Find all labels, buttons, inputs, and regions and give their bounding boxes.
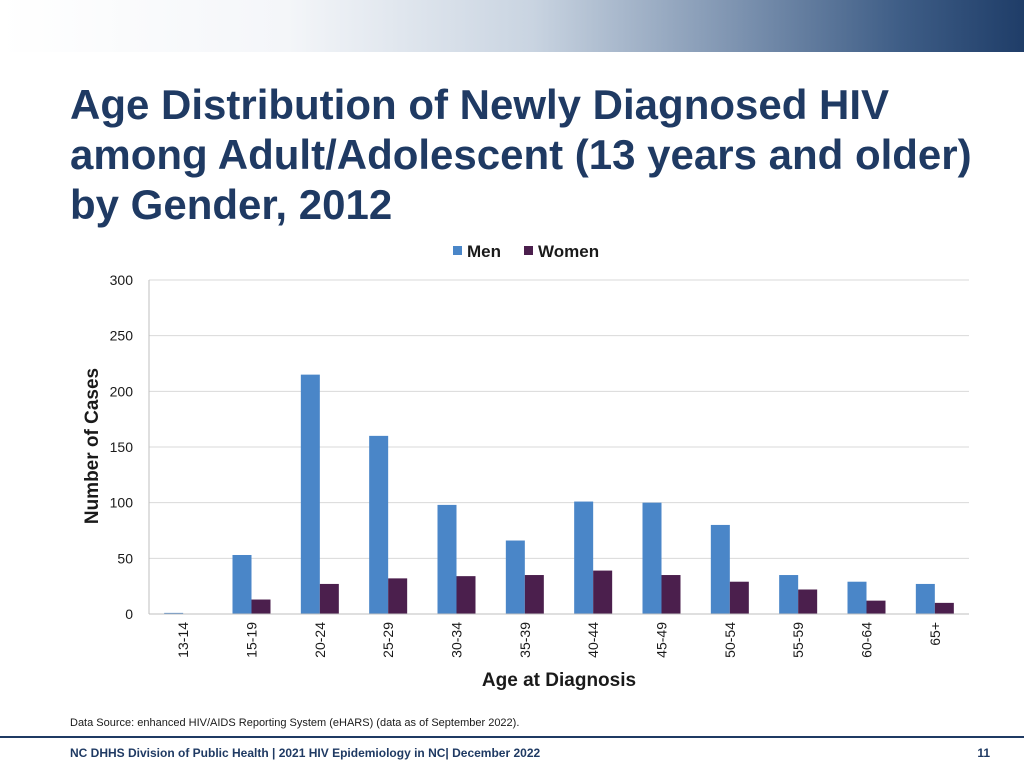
bar-women-15-19 <box>251 599 271 614</box>
bar-men-60-64 <box>847 581 867 614</box>
bar-men-20-24 <box>300 374 320 614</box>
bar-men-15-19 <box>232 554 252 614</box>
legend: Men Women <box>453 242 599 261</box>
legend-label-women: Women <box>538 242 599 261</box>
legend-swatch-men <box>453 246 462 255</box>
y-axis-ticks: 0 50 100 150 200 250 300 <box>110 272 134 622</box>
x-tick-label: 13-14 <box>175 622 191 658</box>
y-tick-label: 0 <box>125 606 133 622</box>
x-tick-label: 55-59 <box>790 622 806 658</box>
y-tick-label: 100 <box>110 495 134 511</box>
gridlines <box>149 279 969 559</box>
bar-women-50-54 <box>729 581 749 614</box>
slide-title: Age Distribution of Newly Diagnosed HIV … <box>70 81 972 228</box>
header-gradient-band <box>0 0 1024 52</box>
y-tick-label: 150 <box>110 439 134 455</box>
bar-women-45-49 <box>661 575 681 614</box>
bar-men-35-39 <box>505 540 525 614</box>
x-tick-label: 40-44 <box>585 622 601 658</box>
y-tick-label: 300 <box>110 272 134 288</box>
bar-women-35-39 <box>524 575 544 614</box>
bar-men-30-34 <box>437 504 457 614</box>
bar-women-60-64 <box>866 600 886 614</box>
x-tick-label: 50-54 <box>722 622 738 658</box>
bar-men-65+ <box>915 583 935 614</box>
x-tick-label: 30-34 <box>449 622 465 658</box>
y-tick-label: 50 <box>117 550 133 566</box>
x-tick-label: 35-39 <box>517 622 533 658</box>
bar-men-45-49 <box>642 502 662 614</box>
x-tick-label: 65+ <box>927 622 943 646</box>
bar-women-65+ <box>934 602 954 614</box>
y-tick-label: 250 <box>110 328 134 344</box>
bar-women-20-24 <box>319 583 339 614</box>
y-axis-label: Number of Cases <box>82 368 103 524</box>
x-tick-label: 15-19 <box>244 622 260 658</box>
y-tick-label: 200 <box>110 383 134 399</box>
data-source-note: Data Source: enhanced HIV/AIDS Reporting… <box>70 717 520 729</box>
x-tick-label: 25-29 <box>380 622 396 658</box>
bar-men-25-29 <box>369 435 389 614</box>
bars <box>164 374 954 614</box>
x-tick-label: 60-64 <box>859 622 875 658</box>
bar-men-13-14 <box>164 612 184 614</box>
bar-men-55-59 <box>779 575 799 614</box>
x-axis-ticks: 13-14 15-19 20-24 25-29 30-34 35-39 40-44 45-49… <box>175 622 943 658</box>
x-tick-label: 45-49 <box>654 622 670 658</box>
footer-text: NC DHHS Division of Public Health | 2021… <box>70 746 541 760</box>
bar-chart: 0 50 100 150 200 250 300 13-14 15-19 20-24 25-29 3… <box>82 242 969 691</box>
bar-women-25-29 <box>388 578 408 614</box>
page-number: 11 <box>977 746 990 760</box>
bar-women-40-44 <box>593 570 613 614</box>
legend-label-men: Men <box>467 242 501 261</box>
bar-men-40-44 <box>574 501 594 614</box>
footer-divider <box>0 736 1024 738</box>
x-axis-label: Age at Diagnosis <box>482 670 636 691</box>
legend-swatch-women <box>524 246 533 255</box>
bar-women-55-59 <box>798 589 818 614</box>
bar-men-50-54 <box>710 524 730 614</box>
bar-women-30-34 <box>456 576 476 614</box>
x-tick-label: 20-24 <box>312 622 328 658</box>
